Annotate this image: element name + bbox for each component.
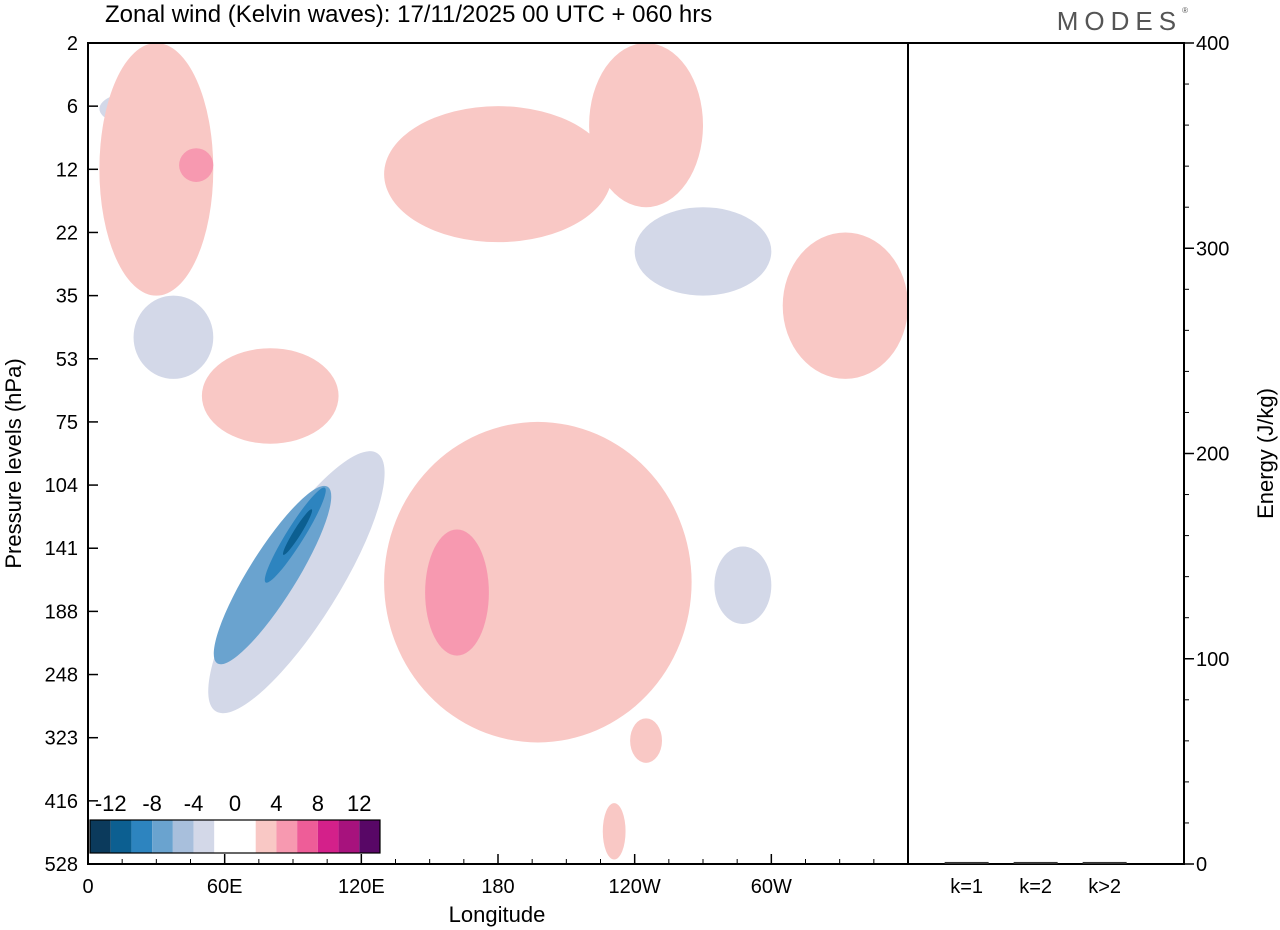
energy-y-tick-label: 100: [1196, 649, 1229, 671]
colorbar-swatch: [152, 820, 173, 853]
colorbar-label: -4: [184, 791, 204, 816]
wind-contours: [99, 43, 908, 860]
energy-category-label: k>2: [1088, 876, 1121, 898]
contour-region-negative: [282, 509, 313, 555]
colorbar-frame: [89, 819, 381, 854]
x-tick-label: 0: [82, 876, 93, 898]
y-tick-label: 248: [45, 665, 78, 687]
y-tick-label: 528: [45, 854, 78, 876]
contour-region-positive: [179, 148, 214, 182]
contour-region-negative: [133, 295, 214, 379]
energy-category-label: k=2: [1019, 876, 1052, 898]
energy-bar: [1082, 861, 1127, 864]
colorbar-swatch: [255, 820, 277, 853]
colorbar-swatch: [359, 820, 380, 853]
colorbar-swatch: [317, 820, 339, 853]
colorbar-swatch: [214, 820, 235, 853]
x-tick-label: 120E: [338, 876, 385, 898]
x-tick-label: 60W: [751, 876, 792, 898]
colorbar-swatch: [338, 820, 360, 853]
x-tick-label: 60E: [207, 876, 243, 898]
contour-region-negative: [714, 546, 772, 625]
colorbar-label: 4: [270, 791, 282, 816]
y-tick-label: 141: [45, 538, 78, 560]
y-tick-label: 75: [56, 412, 78, 434]
contour-region-positive: [589, 43, 703, 208]
energy-panel-frame: [907, 42, 1185, 865]
colorbar-swatch: [131, 820, 153, 853]
contour-region-positive: [602, 803, 626, 860]
energy-bar: [944, 861, 989, 864]
contour-region-positive: [630, 718, 662, 763]
y-tick-label: 104: [45, 475, 78, 497]
y-tick-label: 6: [67, 96, 78, 118]
colorbar-swatch: [172, 820, 194, 853]
contour-region-positive: [384, 106, 612, 243]
colorbar-swatch: [297, 820, 318, 853]
energy-y-tick-label: 0: [1196, 854, 1207, 876]
contour-region-positive: [384, 421, 692, 743]
colorbar-label: 12: [347, 791, 371, 816]
x-tick-label: 180: [481, 876, 514, 898]
y-tick-label: 35: [56, 286, 78, 308]
energy-y-tick-label: 400: [1196, 33, 1229, 55]
chart-title: Zonal wind (Kelvin waves): 17/11/2025 00…: [105, 1, 712, 28]
contour-region-negative: [634, 207, 772, 296]
y-tick-label: 323: [45, 728, 78, 750]
colorbar-swatch: [276, 820, 298, 853]
energy-y-tick-label: 200: [1196, 444, 1229, 466]
y-tick-label: 188: [45, 601, 78, 623]
modes-logo: MODES®: [1056, 6, 1188, 36]
colorbar-label: -12: [95, 791, 127, 816]
colorbar-label: -8: [142, 791, 162, 816]
colorbar-swatch: [235, 820, 256, 853]
colorbar-swatch: [90, 820, 111, 853]
contour-region-positive: [99, 43, 214, 296]
y-tick-label: 53: [56, 349, 78, 371]
contour-region-positive: [782, 232, 908, 379]
y-tick-label: 2: [67, 33, 78, 55]
energy-category-label: k=1: [950, 876, 983, 898]
y-tick-label: 416: [45, 791, 78, 813]
contour-region-positive: [425, 529, 489, 656]
colorbar-label: 8: [312, 791, 324, 816]
contour-region-positive: [201, 348, 339, 444]
x-axis-label: Longitude: [449, 902, 546, 927]
y-tick-label: 22: [56, 222, 78, 244]
x-tick-label: 120W: [609, 876, 661, 898]
colorbar-swatch: [110, 820, 132, 853]
contour-region-negative: [208, 451, 385, 714]
energy-y-tick-label: 300: [1196, 238, 1229, 260]
energy-axis-label: Energy (J/kg): [1253, 388, 1278, 519]
colorbar-label: 0: [229, 791, 241, 816]
y-tick-label: 12: [56, 159, 78, 181]
y-axis-label: Pressure levels (hPa): [1, 358, 26, 568]
colorbar-swatch: [193, 820, 215, 853]
energy-bar: [1013, 861, 1058, 864]
